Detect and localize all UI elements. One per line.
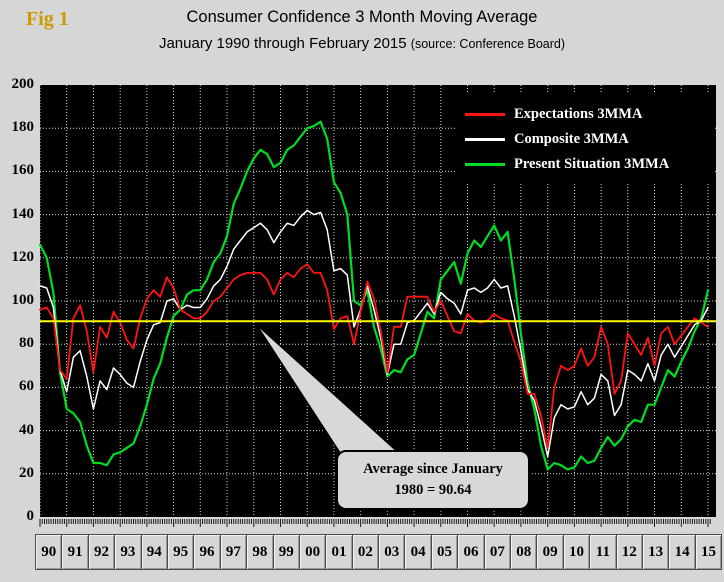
y-axis-label: 0 — [26, 508, 35, 524]
x-axis-label: 04 — [404, 534, 432, 570]
x-axis-label: 99 — [272, 534, 300, 570]
chart-title: Consumer Confidence 3 Month Moving Avera… — [186, 8, 538, 26]
y-axis-label: 100 — [11, 292, 35, 308]
y-axis-label: 60 — [19, 378, 34, 395]
legend-item: Composite 3MMA — [465, 127, 715, 152]
series-expectations-3mma — [39, 263, 709, 449]
x-axis-label: 92 — [87, 534, 116, 570]
x-axis-label: 10 — [562, 534, 591, 570]
legend-swatch-expectations-3mma — [465, 113, 505, 116]
x-axis-label: 11 — [589, 534, 617, 570]
x-axis-label: 94 — [140, 534, 168, 570]
x-axis-label: 14 — [668, 534, 696, 570]
x-axis-label: 13 — [641, 534, 670, 570]
y-axis-label: 20 — [19, 464, 34, 481]
x-axis-label: 07 — [483, 534, 512, 570]
x-axis-label: 08 — [510, 534, 538, 570]
legend-label: Present Situation 3MMA — [514, 156, 670, 172]
y-axis-label: 120 — [11, 248, 35, 265]
legend-item: Present Situation 3MMA — [465, 152, 715, 177]
legend-label: Expectations 3MMA — [514, 106, 643, 122]
chart-source: (source: Conference Board) — [410, 37, 566, 51]
figure-label: Fig 1 — [26, 8, 69, 30]
y-axis-label: 180 — [11, 119, 35, 136]
x-axis-label: 01 — [325, 534, 353, 570]
x-axis: 90 91 92 93 94 95 96 97 98 99 00 01 02 03 04 05 06 07 08 09… — [35, 534, 723, 570]
x-axis-label: 06 — [457, 534, 485, 570]
y-axis-label: 160 — [11, 162, 35, 179]
annotation-line-2: 1980 = 90.64 — [394, 482, 472, 498]
x-axis-label: 03 — [378, 534, 406, 570]
y-axis-label: 40 — [19, 421, 34, 438]
x-axis-label: 96 — [193, 534, 221, 570]
x-axis-label: 00 — [298, 534, 327, 570]
x-axis-label: 97 — [219, 534, 248, 570]
legend-swatch-present-situation-3mma — [465, 163, 505, 166]
legend-swatch-composite-3mma — [465, 138, 505, 141]
chart-subtitle: January 1990 through February 2015 (sour… — [0, 35, 724, 52]
legend-label: Composite 3MMA — [514, 131, 629, 147]
x-axis-label: 93 — [114, 534, 142, 570]
x-axis-label: 12 — [615, 534, 643, 570]
x-axis-label: 02 — [351, 534, 380, 570]
x-axis-label: 05 — [430, 534, 459, 570]
y-axis-label: 140 — [11, 205, 35, 222]
annotation-line-1: Average since January — [363, 460, 503, 477]
x-axis-label: 91 — [61, 534, 89, 570]
x-axis-label: 90 — [35, 534, 63, 570]
x-axis-label: 09 — [536, 534, 564, 570]
legend-item: Expectations 3MMA — [465, 102, 715, 127]
series-composite-3mma — [39, 209, 709, 458]
x-axis-label: 15 — [694, 534, 723, 570]
y-axis-label: 80 — [19, 335, 34, 352]
chart-period: January 1990 through February 2015 — [158, 35, 407, 52]
x-axis-label: 98 — [246, 534, 274, 570]
legend: Expectations 3MMA Composite 3MMA Present S… — [455, 94, 715, 183]
annotation-callout: Average since January 1980 = 90.64 — [336, 450, 530, 510]
series-present-situation-3mma — [38, 120, 710, 471]
y-axis-label: 200 — [11, 76, 35, 92]
x-axis-label: 95 — [166, 534, 195, 570]
